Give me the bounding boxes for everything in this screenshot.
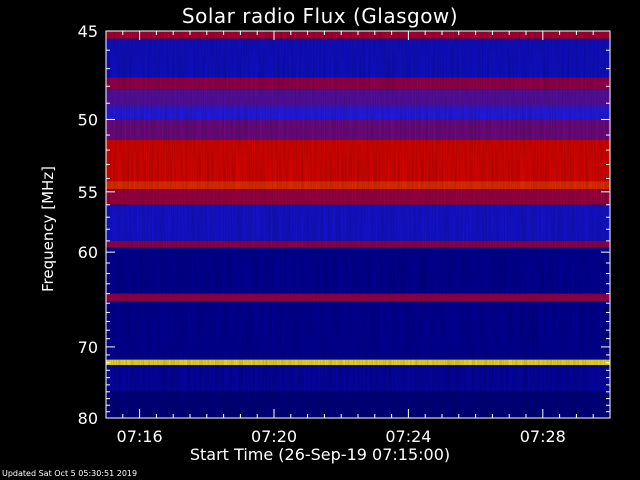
- y-tick-label: 70: [78, 338, 98, 357]
- x-tick-label: 07:28: [520, 427, 566, 446]
- x-tick-label: 07:20: [251, 427, 297, 446]
- noise-texture: [106, 31, 610, 418]
- y-tick-label: 45: [78, 22, 98, 41]
- updated-timestamp: Updated Sat Oct 5 05:30:51 2019: [2, 469, 138, 478]
- x-axis-ticks: 07:16 07:20 07:24 07:28: [105, 31, 611, 446]
- y-tick-label: 50: [78, 110, 98, 129]
- y-axis-ticks: 45 50 55 60 70 80: [78, 22, 610, 428]
- x-axis-label: Start Time (26-Sep-19 07:15:00): [189, 445, 451, 464]
- chart-title: Solar radio Flux (Glasgow): [181, 4, 459, 28]
- y-tick-label: 80: [78, 409, 98, 428]
- y-axis-label: Frequency [MHz]: [39, 165, 57, 293]
- y-tick-label: 60: [78, 243, 98, 262]
- y-tick-label: 55: [78, 183, 98, 202]
- x-tick-label: 07:16: [117, 427, 163, 446]
- x-tick-label: 07:24: [385, 427, 431, 446]
